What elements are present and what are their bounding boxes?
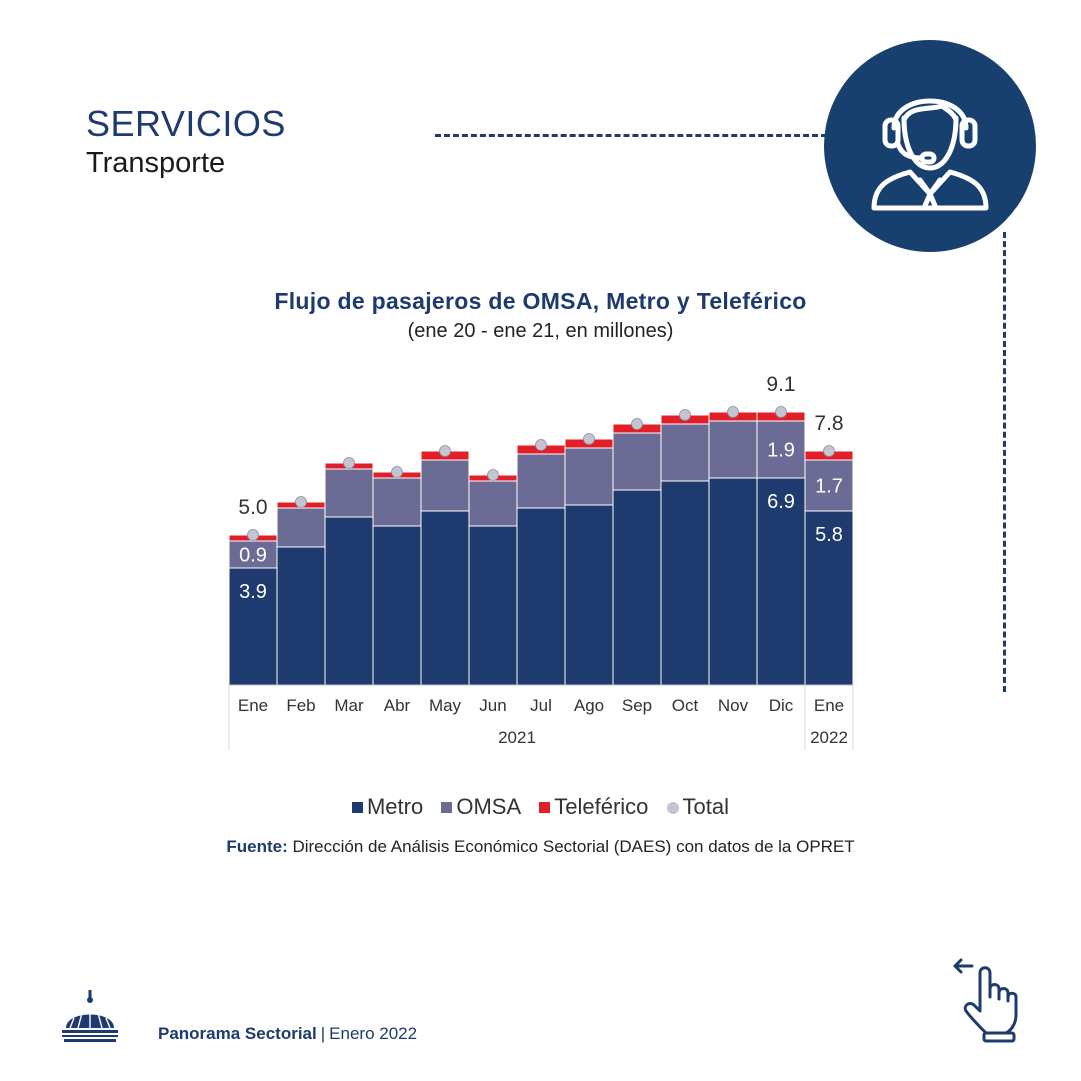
- x-tick-label-0: Ene: [238, 696, 268, 715]
- bar-metro-2: [324, 516, 374, 686]
- total-marker-2: [343, 457, 355, 469]
- year-group-label-0: 2021: [498, 728, 536, 747]
- bar-omsa-2: [324, 468, 374, 518]
- legend-swatch-total: [666, 802, 679, 814]
- total-marker-11: [775, 406, 787, 418]
- total-marker-9: [679, 409, 691, 421]
- x-tick-label-8: Sep: [622, 696, 652, 715]
- x-tick-label-12: Ene: [814, 696, 844, 715]
- bar-omsa-12: [804, 459, 854, 512]
- source-text: Dirección de Análisis Económico Sectoria…: [292, 837, 855, 856]
- bar-metro-5: [468, 525, 518, 686]
- bar-metro-9: [660, 480, 710, 686]
- legend-item-total: Total: [666, 794, 730, 820]
- footer-separator: |: [320, 1024, 326, 1043]
- data-label-total-12: 7.8: [814, 412, 843, 435]
- total-marker-12: [823, 445, 835, 457]
- chart-subtitle: (ene 20 - ene 21, en millones): [407, 320, 674, 342]
- year-group-label-1: 2022: [810, 728, 848, 747]
- bar-omsa-6: [516, 453, 566, 509]
- dashed-divider-horizontal: [435, 134, 827, 137]
- x-tick-label-10: Nov: [718, 696, 749, 715]
- bar-metro-8: [612, 489, 662, 686]
- dashed-divider-vertical: [1003, 232, 1006, 692]
- source-note: Fuente: Dirección de Análisis Económico …: [0, 837, 1081, 857]
- swipe-hand-icon[interactable]: [950, 955, 1025, 1045]
- bar-omsa-11: [756, 420, 806, 479]
- total-marker-0: [247, 529, 259, 541]
- chart-legend: Metro OMSA Teleférico Total: [0, 794, 1081, 820]
- data-label-omsa-12: 1.7: [815, 476, 843, 498]
- x-tick-label-4: May: [429, 696, 462, 715]
- legend-label-omsa: OMSA: [456, 794, 522, 819]
- legend-label-metro: Metro: [366, 794, 424, 819]
- chart-title: Flujo de pasajeros de OMSA, Metro y Tele…: [274, 288, 807, 314]
- dome-logo-icon: [62, 990, 118, 1042]
- bar-omsa-10: [708, 420, 758, 479]
- data-label-omsa-0: 0.9: [239, 545, 267, 567]
- legend-item-metro: Metro: [351, 794, 424, 820]
- legend-swatch-teleferico: [539, 802, 551, 813]
- bar-omsa-5: [468, 480, 518, 527]
- legend-swatch-metro: [351, 802, 363, 813]
- total-marker-6: [535, 439, 547, 451]
- x-tick-label-5: Jun: [479, 696, 506, 715]
- bar-metro-10: [708, 477, 758, 686]
- total-marker-8: [631, 418, 643, 430]
- bar-omsa-4: [420, 459, 470, 512]
- total-marker-4: [439, 445, 451, 457]
- bar-metro-7: [564, 504, 614, 686]
- x-tick-label-1: Feb: [286, 696, 315, 715]
- legend-label-teleferico: Teleférico: [554, 794, 649, 819]
- x-tick-label-9: Oct: [672, 696, 699, 715]
- section-title: SERVICIOS: [86, 103, 286, 144]
- bar-metro-12: [804, 510, 854, 686]
- headset-agent-icon: [871, 98, 989, 211]
- legend-item-teleferico: Teleférico: [539, 794, 648, 820]
- bar-omsa-8: [612, 432, 662, 491]
- data-label-metro-12: 5.8: [815, 524, 843, 546]
- bar-omsa-3: [372, 477, 422, 527]
- data-label-total-0: 5.0: [238, 496, 267, 519]
- bar-metro-4: [420, 510, 470, 686]
- legend-swatch-omsa: [441, 802, 453, 813]
- legend-label-total: Total: [682, 794, 730, 819]
- x-tick-label-11: Dic: [769, 696, 794, 715]
- bar-metro-11: [756, 477, 806, 686]
- x-tick-label-2: Mar: [334, 696, 364, 715]
- stacked-bar-chart: Ene Feb Mar Abr May Jun Jul Ago Sep Oct Nov Dic Ene 2…: [228, 373, 854, 750]
- x-tick-label-6: Jul: [530, 696, 552, 715]
- total-marker-1: [295, 496, 307, 508]
- bar-omsa-0: [228, 540, 278, 569]
- avatar-badge: [824, 40, 1036, 252]
- legend-item-omsa: OMSA: [441, 794, 521, 820]
- source-label: Fuente:: [226, 837, 288, 856]
- bar-metro-3: [372, 525, 422, 686]
- footer-text: Panorama Sectorial | Enero 2022: [158, 1024, 417, 1044]
- total-marker-3: [391, 466, 403, 478]
- section-subtitle: Transporte: [86, 147, 226, 179]
- footer-date: Enero 2022: [329, 1024, 418, 1043]
- footer-publication: Panorama Sectorial: [158, 1024, 317, 1043]
- bar-metro-6: [516, 507, 566, 686]
- bar-omsa-1: [276, 507, 326, 548]
- data-label-total-11: 9.1: [766, 373, 795, 396]
- bar-omsa-7: [564, 447, 614, 506]
- x-tick-label-7: Ago: [574, 696, 604, 715]
- data-label-metro-0: 3.9: [239, 581, 267, 603]
- total-marker-7: [583, 433, 595, 445]
- total-marker-10: [727, 406, 739, 418]
- total-marker-5: [487, 469, 499, 481]
- data-label-metro-11: 6.9: [767, 491, 795, 513]
- x-tick-label-3: Abr: [384, 696, 411, 715]
- bar-metro-1: [276, 546, 326, 686]
- data-label-omsa-11: 1.9: [767, 440, 795, 462]
- bar-omsa-9: [660, 423, 710, 482]
